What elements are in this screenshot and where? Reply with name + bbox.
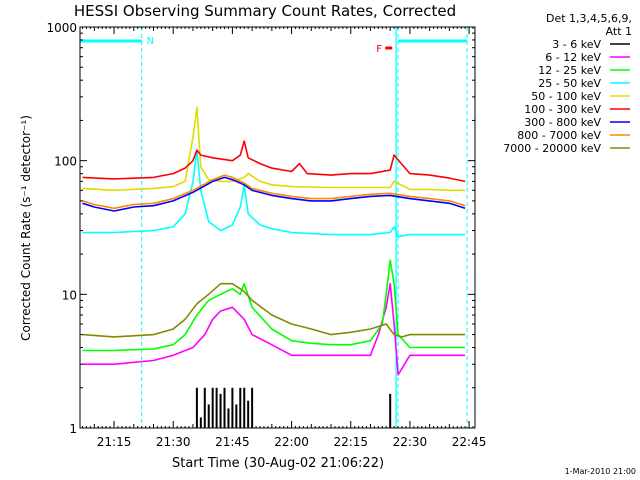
x-tick-label-0: 21:15 bbox=[97, 435, 132, 449]
legend-entry-label-3: 25 - 50 keV bbox=[538, 77, 601, 90]
legend-entry-label-4: 50 - 100 keV bbox=[531, 90, 601, 103]
y-tick-label-1: 10 bbox=[62, 288, 77, 302]
y-tick-label-3: 1000 bbox=[46, 21, 77, 35]
legend-entry-label-5: 100 - 300 keV bbox=[524, 103, 601, 116]
x-tick-label-1: 21:30 bbox=[156, 435, 191, 449]
series-25-50-kev-line bbox=[82, 149, 466, 238]
legend-entry-label-6: 300 - 800 keV bbox=[524, 116, 601, 129]
y-tick-label-0: 1 bbox=[69, 422, 77, 436]
legend-entry-label-1: 6 - 12 keV bbox=[545, 51, 601, 64]
plot-decorations: NF bbox=[80, 27, 468, 428]
y-axis-label: Corrected Count Rate (s⁻¹ detector⁻¹) bbox=[19, 115, 33, 341]
x-tick-label-2: 21:45 bbox=[215, 435, 250, 449]
legend-entry-label-8: 7000 - 20000 keV bbox=[503, 142, 601, 155]
axes: 1 10 100 1000 21:15 21:30 21:45 22:00 22:15 22:30… bbox=[46, 21, 486, 449]
series-layer bbox=[82, 106, 466, 428]
legend-entry-label-2: 12 - 25 keV bbox=[538, 64, 601, 77]
plot-frame bbox=[79, 26, 476, 429]
footer-date: 1-Mar-2010 21:00 bbox=[565, 467, 636, 476]
legend-header-line-0: Det 1,3,4,5,6,9, bbox=[546, 12, 632, 25]
series-300-800-kev-line bbox=[82, 176, 466, 212]
y-tick-label-2: 100 bbox=[54, 155, 77, 169]
series-800-7000-kev-line bbox=[82, 174, 466, 210]
series-50-100-kev-line bbox=[82, 106, 466, 192]
series-12-25-kev-line bbox=[82, 259, 466, 352]
x-tick-label-5: 22:30 bbox=[393, 435, 428, 449]
x-axis-label: Start Time (30-Aug-02 21:06:22) bbox=[172, 456, 384, 471]
legend-entry-label-7: 800 - 7000 keV bbox=[517, 129, 601, 142]
x-tick-label-4: 22:15 bbox=[333, 435, 368, 449]
x-tick-label-3: 22:00 bbox=[274, 435, 309, 449]
series-100-300-kev-line bbox=[82, 140, 466, 183]
series-6-12-kev-line bbox=[82, 282, 466, 376]
legend-entry-label-0: 3 - 6 keV bbox=[552, 38, 601, 51]
legend-header-line-1: Att 1 bbox=[606, 25, 632, 38]
x-tick-label-6: 22:45 bbox=[452, 435, 487, 449]
flare-flag-label: F bbox=[376, 44, 382, 55]
chart-title: HESSI Observing Summary Count Rates, Cor… bbox=[74, 2, 456, 20]
series-7000-20000-kev-line bbox=[82, 282, 466, 338]
night-flag-label: N bbox=[147, 36, 154, 47]
